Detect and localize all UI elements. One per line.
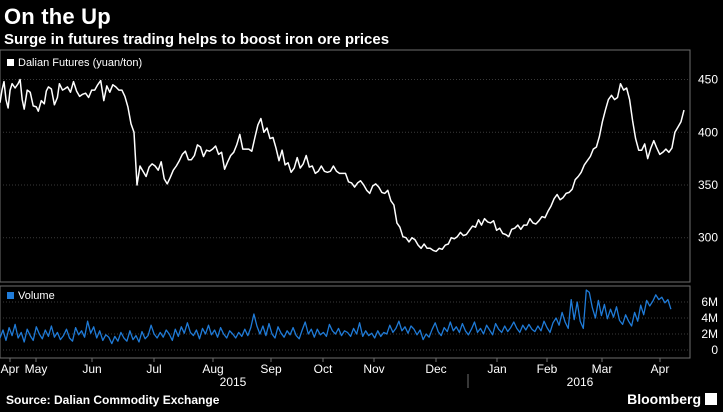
x-tick-label: Mar	[592, 362, 613, 376]
price-ytick-label: 400	[698, 125, 718, 139]
price-ytick-label: 450	[698, 73, 718, 87]
price-panel: 300 350 400 450 Dalian Futures (yuan/ton)	[0, 49, 718, 283]
x-tick-label: May	[25, 362, 48, 376]
x-year-label: 2015	[220, 375, 247, 389]
x-tick-label: Dec	[425, 362, 446, 376]
x-tick-label: Apr	[651, 362, 670, 376]
x-axis: Apr May Jun Jul Aug Sep Oct Nov Dec Jan Feb Mar Apr 2…	[1, 358, 670, 389]
source-note: Source: Dalian Commodity Exchange	[6, 393, 220, 407]
volume-legend-label: Volume	[18, 290, 55, 302]
x-tick-label: Feb	[537, 362, 558, 376]
x-year-label: 2016	[567, 375, 594, 389]
volume-ytick-label: 6M	[701, 295, 718, 309]
price-panel-frame	[0, 49, 691, 283]
x-tick-label: Jan	[487, 362, 506, 376]
chart-subtitle: Surge in futures trading helps to boost …	[4, 31, 390, 48]
price-series-line	[0, 78, 685, 253]
price-legend-swatch	[7, 59, 14, 66]
volume-panel-frame	[0, 285, 691, 359]
price-ytick-label: 350	[698, 178, 718, 192]
x-tick-label: Apr	[1, 362, 20, 376]
volume-ytick-label: 2M	[701, 327, 718, 341]
volume-panel: 0 2M 4M 6M Volume	[0, 285, 718, 359]
volume-ytick-label: 0	[711, 343, 718, 357]
x-tick-label: Oct	[314, 362, 333, 376]
x-tick-label: Nov	[363, 362, 384, 376]
bloomberg-logo: Bloomberg	[627, 391, 701, 407]
x-tick-label: Jul	[146, 362, 161, 376]
volume-ytick-label: 4M	[701, 311, 718, 325]
chart-title: On the Up	[4, 4, 111, 29]
bloomberg-icon	[705, 393, 717, 405]
x-tick-label: Jun	[82, 362, 101, 376]
x-tick-label: Aug	[202, 362, 223, 376]
price-ytick-label: 300	[698, 231, 718, 245]
volume-series-line	[0, 289, 672, 345]
x-tick-label: Sep	[260, 362, 282, 376]
volume-legend-swatch	[7, 292, 14, 299]
price-legend-label: Dalian Futures (yuan/ton)	[18, 57, 142, 69]
